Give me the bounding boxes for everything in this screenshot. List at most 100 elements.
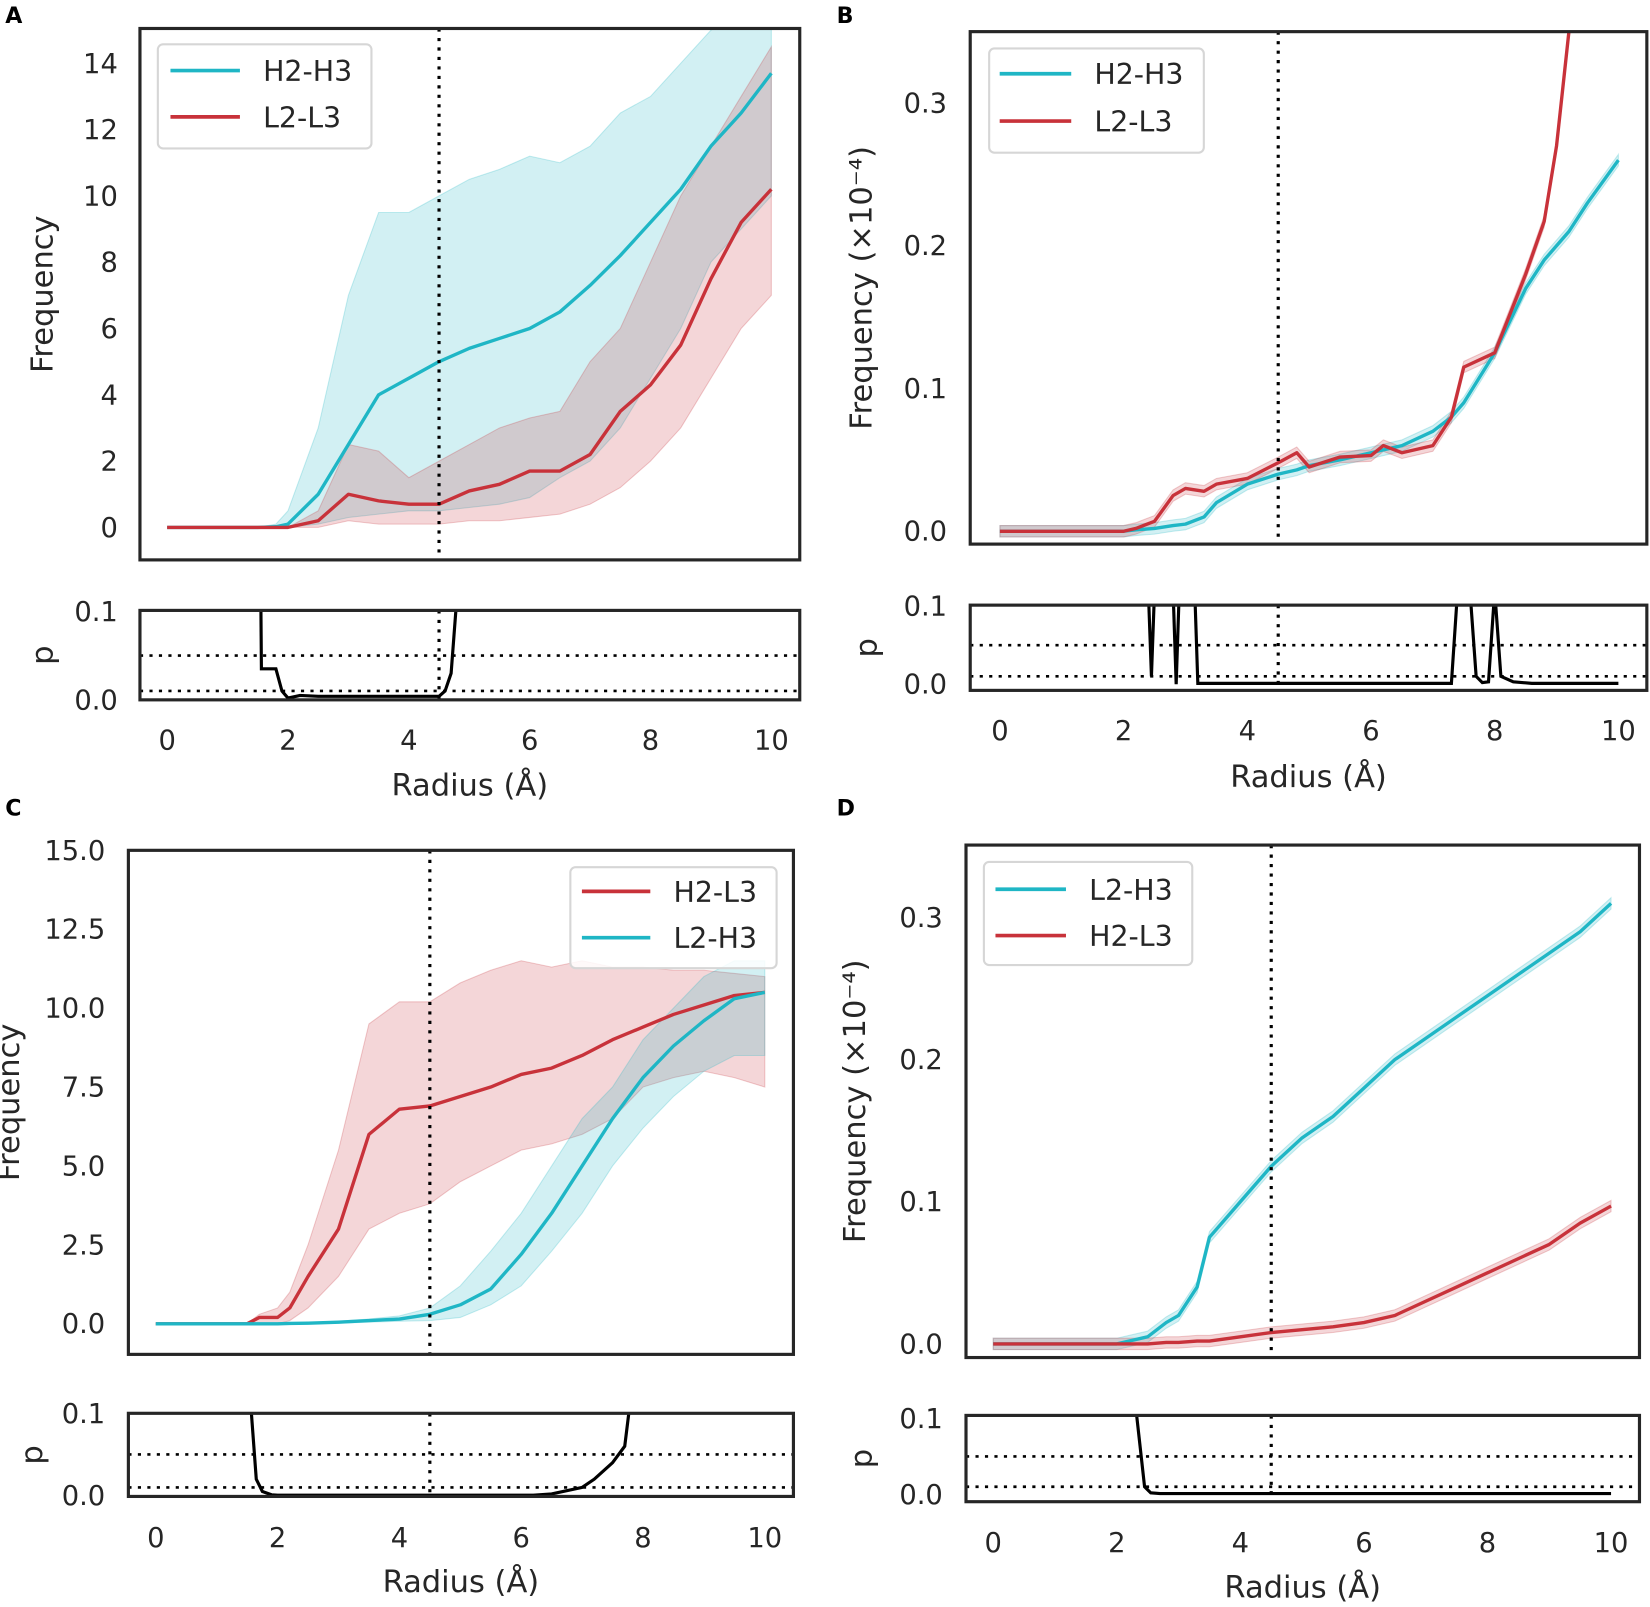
main-plot-area: [992, 845, 1613, 1358]
legend-label: H2-H3: [1094, 58, 1183, 91]
main-plot-area: [999, 31, 1620, 545]
y-tick-label: 0.0: [62, 1309, 105, 1340]
x-tick-label: 4: [1232, 1528, 1249, 1559]
y-tick-label: 0.2: [899, 1045, 943, 1076]
x-tick-label: 8: [1486, 716, 1503, 747]
x-axis-label: Radius (Å): [383, 1564, 540, 1600]
panel-b: B 0.0 0.1 0.2 0.3 Frequency (×10⁻⁴) H2-H3 L2-L3…: [837, 3, 1649, 795]
p-value-plot-area: [139, 610, 800, 700]
legend-label: L2-L3: [263, 101, 341, 134]
panel-d: D 0.0 0.1 0.2 0.3 Frequency (×10⁻⁴) L2-H3 H2-L3…: [837, 796, 1642, 1605]
x-axis-label: Radius (Å): [1230, 759, 1387, 795]
legend-label: H2-L3: [1089, 920, 1173, 953]
legend: H2-L3 L2-H3: [569, 866, 778, 970]
x-tick-label: 6: [512, 1523, 529, 1554]
main-axes-frame: [968, 30, 1649, 546]
x-tick-label: 0: [984, 1528, 1001, 1559]
legend: L2-H3 H2-L3: [982, 860, 1194, 967]
p-value-line: [249, 1413, 631, 1497]
y-tick-label: 2: [100, 447, 117, 478]
p-value-plot-area: [966, 1415, 1640, 1502]
y-tick-label: 8: [100, 248, 117, 279]
series-line-l2-l3: [999, 31, 1571, 533]
p-y-tick-label: 0.0: [62, 1481, 105, 1512]
x-tick-label: 10: [1601, 716, 1636, 747]
main-axes-frame: [126, 848, 796, 1356]
p-y-tick-label: 0.1: [904, 592, 948, 623]
y-tick-label: 12.5: [44, 915, 105, 946]
y-axis-label: Frequency: [26, 215, 61, 373]
confidence-band-l2-l3: [167, 44, 772, 528]
y-tick-label: 12: [83, 115, 118, 146]
x-tick-label: 6: [1362, 716, 1379, 747]
confidence-band-h2-l3: [992, 1199, 1612, 1351]
y-axis-label: Frequency (×10⁻⁴): [838, 959, 873, 1243]
panel-label: C: [5, 796, 21, 822]
x-axis-label: Radius (Å): [392, 768, 549, 804]
series-line-h2-h3: [999, 159, 1620, 533]
confidence-band-h2-h3: [999, 152, 1619, 538]
x-tick-label: 4: [400, 725, 417, 756]
y-tick-label: 6: [100, 314, 117, 345]
p-value-plot-area: [970, 605, 1647, 691]
y-tick-label: 7.5: [62, 1073, 105, 1104]
series-line-l2-h3: [993, 902, 1613, 1346]
confidence-band-h2-l3: [155, 960, 766, 1325]
y-tick-label: 10: [83, 181, 118, 212]
x-tick-label: 6: [521, 725, 538, 756]
p-axes-frame: [126, 1411, 796, 1499]
p-y-axis-label: p: [26, 645, 61, 664]
p-value-line: [1135, 1415, 1612, 1496]
p-y-tick-label: 0.1: [899, 1404, 943, 1435]
y-tick-label: 10.0: [44, 994, 105, 1025]
legend-label: H2-L3: [673, 876, 757, 909]
p-axes-frame: [968, 603, 1649, 692]
p-y-axis-label: p: [844, 1449, 879, 1468]
panel-label: A: [5, 3, 22, 29]
x-tick-label: 4: [391, 1523, 408, 1554]
legend-label: L2-L3: [1094, 106, 1172, 139]
x-axis-label: Radius (Å): [1224, 1569, 1381, 1605]
p-axes-frame: [964, 1413, 1642, 1504]
p-y-axis-label: p: [15, 1445, 50, 1464]
x-tick-label: 10: [754, 725, 789, 756]
x-tick-label: 8: [634, 1523, 651, 1554]
p-y-tick-label: 0.0: [74, 685, 117, 716]
panel-c: C 0.0 2.5 5.0 7.5 10.0 12.5 15.0 Frequency H2-L3 L…: [0, 796, 796, 1600]
y-tick-label: 0.2: [904, 231, 948, 262]
y-tick-label: 0.3: [899, 903, 943, 934]
y-tick-label: 14: [83, 49, 118, 80]
legend-label: L2-H3: [673, 922, 757, 955]
series-line-h2-l3: [993, 1204, 1612, 1346]
p-value-plot-area: [128, 1413, 794, 1497]
x-tick-label: 2: [1108, 1528, 1125, 1559]
p-y-tick-label: 0.1: [62, 1399, 105, 1430]
y-tick-label: 0.1: [904, 374, 948, 405]
x-tick-label: 0: [991, 716, 1008, 747]
x-tick-label: 2: [279, 725, 296, 756]
y-tick-label: 0.3: [904, 88, 948, 119]
p-axes-frame: [138, 608, 802, 702]
p-value-line: [259, 610, 458, 700]
panel-label: B: [837, 3, 854, 29]
x-tick-label: 8: [1479, 1528, 1496, 1559]
y-tick-label: 15.0: [44, 836, 105, 867]
confidence-band-l2-l3: [999, 31, 1571, 538]
legend: H2-H3 L2-L3: [156, 43, 373, 150]
y-tick-label: 5.0: [62, 1151, 105, 1182]
series-line-h2-l3: [155, 990, 765, 1326]
x-tick-label: 10: [747, 1523, 782, 1554]
series-line-l2-l3: [167, 188, 773, 530]
legend: H2-H3 L2-L3: [988, 47, 1205, 154]
y-axis-label: Frequency (×10⁻⁴): [844, 146, 879, 430]
panel-label: D: [837, 796, 855, 822]
y-tick-label: 0.0: [899, 1329, 943, 1360]
y-tick-label: 2.5: [62, 1230, 105, 1261]
panel-a: A 0 2 4 6 8 10 12 14 Frequency H2-H3 L2-L3 0.0 0.1 p 0 2…: [5, 3, 802, 804]
x-tick-label: 6: [1355, 1528, 1372, 1559]
series-line-l2-h3: [155, 990, 766, 1326]
x-tick-label: 10: [1594, 1528, 1629, 1559]
y-tick-label: 0: [100, 513, 117, 544]
p-y-tick-label: 0.0: [899, 1480, 943, 1511]
